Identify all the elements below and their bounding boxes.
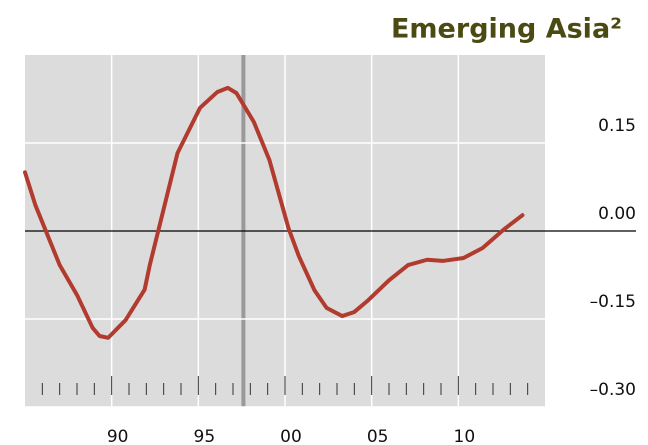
x-tick-label: 90 [107,427,129,445]
x-tick-label: 00 [280,427,302,445]
y-tick-label: 0.00 [598,204,636,224]
y-tick-label: –0.15 [590,292,636,312]
y-tick-label: 0.15 [598,116,636,136]
chart-title: Emerging Asia² [391,14,622,45]
x-tick-label: 95 [194,427,216,445]
x-tick-label: 10 [454,427,476,445]
data-line [23,85,525,340]
y-tick-label: –0.30 [590,380,636,400]
x-tick-label: 05 [367,427,389,445]
